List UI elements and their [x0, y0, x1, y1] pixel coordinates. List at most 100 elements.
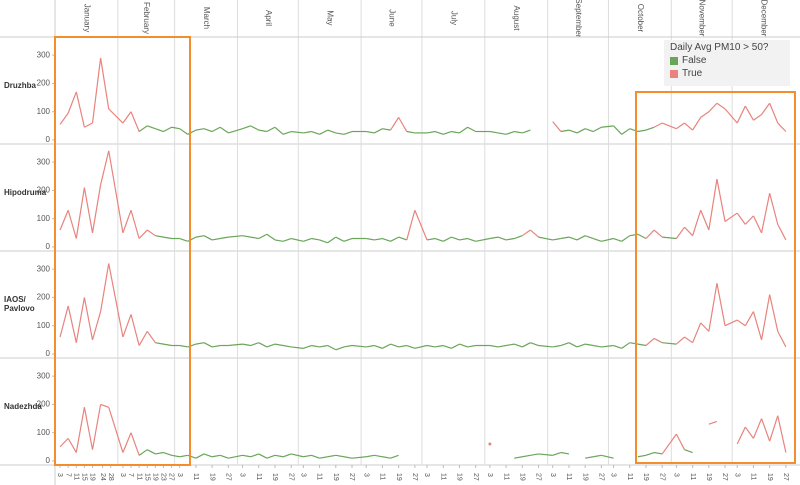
- month-label: May: [326, 10, 335, 25]
- line-segment: [75, 407, 85, 453]
- line-segment: [382, 237, 391, 242]
- day-tick-label: 11: [192, 473, 199, 480]
- line-segment: [716, 283, 726, 326]
- line-segment: [122, 314, 132, 338]
- line-segment: [343, 130, 353, 135]
- month-label: February: [142, 2, 151, 34]
- line-segment: [390, 236, 399, 242]
- line-segment: [147, 125, 156, 130]
- day-tick-label: 3: [733, 473, 740, 477]
- line-segment: [75, 297, 85, 343]
- line-segment: [700, 322, 710, 332]
- day-tick-label: 27: [287, 473, 294, 481]
- line-segment: [203, 235, 213, 241]
- line-segment: [676, 336, 685, 345]
- y-tick-label: 0: [46, 349, 51, 358]
- line-segment: [760, 294, 771, 340]
- line-segment: [426, 130, 436, 134]
- line-segment: [443, 130, 452, 135]
- line-segment: [645, 337, 655, 346]
- line-segment: [708, 179, 718, 231]
- line-segment: [560, 236, 570, 240]
- line-segment: [282, 453, 292, 458]
- line-segment: [122, 210, 132, 234]
- line-segment: [568, 129, 578, 134]
- y-tick-label: 300: [37, 371, 51, 380]
- line-segment: [138, 449, 148, 456]
- month-label: December: [759, 0, 768, 37]
- day-tick-label: 19: [332, 473, 339, 481]
- line-segment: [459, 343, 468, 348]
- line-segment: [163, 236, 172, 240]
- y-tick-label: 0: [46, 242, 51, 251]
- month-label: October: [636, 4, 645, 33]
- line-segment: [374, 344, 383, 349]
- line-segment: [435, 344, 444, 348]
- line-segment: [258, 233, 268, 240]
- line-segment: [343, 456, 353, 459]
- line-segment: [530, 229, 539, 238]
- line-segment: [592, 126, 602, 133]
- line-segment: [366, 237, 375, 241]
- line-segment: [459, 126, 468, 134]
- line-segment: [212, 454, 221, 458]
- line-segment: [319, 129, 328, 135]
- line-segment: [645, 229, 655, 239]
- day-tick-label: 3: [486, 473, 493, 477]
- line-segment: [489, 344, 499, 348]
- line-segment: [266, 126, 276, 133]
- day-tick-label: 7: [127, 473, 134, 477]
- line-segment: [716, 179, 726, 222]
- day-tick-label: 3: [610, 473, 617, 477]
- line-segment: [390, 343, 399, 348]
- line-segment: [274, 454, 284, 458]
- line-segment: [736, 212, 746, 225]
- line-segment: [335, 454, 345, 458]
- line-segment: [521, 229, 531, 237]
- day-tick-label: 3: [239, 473, 246, 477]
- line-segment: [83, 187, 94, 233]
- line-segment: [552, 344, 561, 348]
- line-segment: [434, 237, 444, 242]
- line-segment: [497, 236, 507, 241]
- day-tick-label: 3: [176, 473, 183, 477]
- line-segment: [155, 128, 164, 133]
- y-tick-label: 100: [37, 214, 51, 223]
- line-segment: [311, 454, 320, 459]
- line-segment: [220, 454, 229, 459]
- day-tick-label: 27: [224, 473, 231, 481]
- line-segment: [662, 342, 677, 345]
- month-label: June: [387, 9, 396, 27]
- line-segment: [374, 128, 383, 134]
- line-segment: [621, 342, 631, 349]
- line-segment: [613, 125, 623, 135]
- day-tick-label: 11: [750, 473, 757, 480]
- line-segment: [752, 418, 763, 439]
- month-label: August: [512, 6, 521, 32]
- day-tick-label: 27: [535, 473, 542, 481]
- day-tick-label: 28: [107, 473, 114, 481]
- line-segment: [662, 236, 677, 240]
- line-segment: [179, 344, 188, 348]
- line-segment: [351, 456, 367, 459]
- day-tick-label: 27: [658, 473, 665, 481]
- day-tick-label: 27: [168, 473, 175, 481]
- day-tick-label: 27: [411, 473, 418, 481]
- line-segment: [146, 331, 156, 344]
- line-segment: [736, 105, 746, 124]
- line-segment: [374, 454, 383, 458]
- legend: Daily Avg PM10 > 50? False True: [664, 40, 790, 86]
- line-segment: [242, 125, 251, 130]
- line-segment: [343, 344, 353, 348]
- line-segment: [91, 57, 102, 124]
- line-segment: [451, 343, 460, 349]
- day-tick-label: 15: [81, 473, 88, 481]
- line-segment: [67, 91, 77, 114]
- line-segment: [576, 128, 586, 134]
- line-segment: [366, 344, 375, 348]
- month-label: January: [82, 4, 91, 32]
- line-segment: [761, 102, 771, 115]
- day-tick-label: 27: [782, 473, 789, 481]
- line-segment: [319, 456, 328, 459]
